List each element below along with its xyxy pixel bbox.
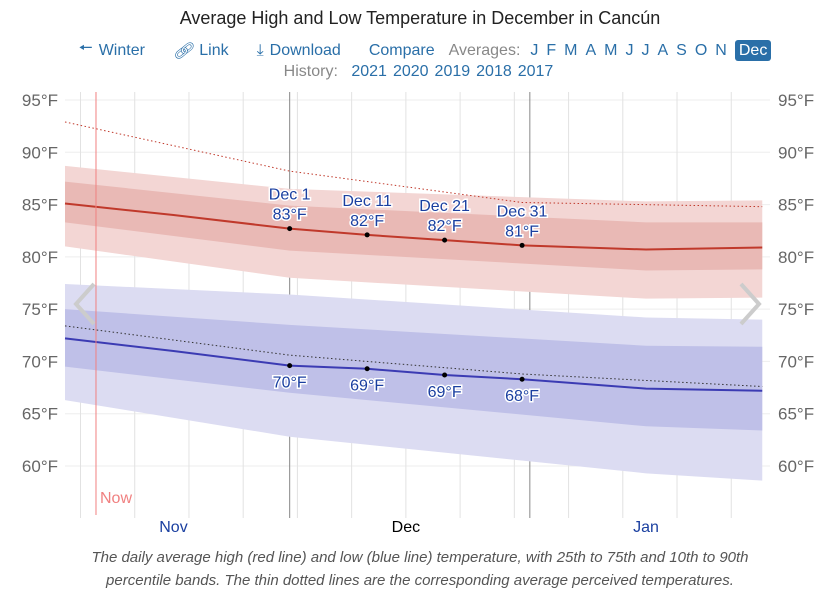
link-button[interactable]: 🔗︎ Link	[173, 41, 229, 61]
annotation-low-value: 69°F	[428, 384, 462, 401]
annotation-high-value: 82°F	[350, 213, 384, 230]
annotation-low-value: 68°F	[505, 388, 539, 405]
month-link-8[interactable]: A	[657, 41, 669, 59]
month-link-6[interactable]: J	[625, 41, 634, 59]
month-links: J F M A M J J A S O N Dec	[526, 39, 775, 61]
y-tick-label-left: 70°F	[22, 352, 58, 371]
download-button[interactable]: ⤓ Download	[257, 42, 341, 60]
x-month-label: Dec	[392, 519, 420, 536]
high-point	[364, 232, 370, 238]
annotation-low-value: 70°F	[273, 375, 307, 392]
month-link-7[interactable]: J	[641, 41, 650, 59]
low-line	[64, 337, 763, 392]
link-icon: 🔗︎	[172, 42, 194, 60]
download-label: Download	[269, 41, 341, 59]
y-tick-label-right: 85°F	[778, 196, 814, 215]
low-point	[364, 366, 370, 372]
y-tick-label-right: 60°F	[778, 457, 814, 476]
month-link-4[interactable]: A	[585, 41, 597, 59]
month-link-3[interactable]: M	[564, 41, 578, 59]
link-label: Link	[199, 41, 229, 59]
y-tick-label-left: 90°F	[22, 143, 58, 162]
chevron-left-icon[interactable]	[70, 280, 100, 328]
y-tick-label-left: 65°F	[22, 405, 58, 424]
page-title: Average High and Low Temperature in Dece…	[179, 8, 661, 28]
month-link-5[interactable]: M	[604, 41, 618, 59]
low-p25-p75-band	[65, 309, 763, 431]
history-year-2020[interactable]: 2020	[392, 63, 429, 80]
y-tick-label-right: 75°F	[778, 300, 814, 319]
low-point	[442, 372, 448, 378]
high-perceived-line	[64, 121, 763, 208]
x-month-label: Nov	[159, 519, 187, 536]
annotation-low-value: 69°F	[350, 378, 384, 395]
history-year-2021[interactable]: 2021	[351, 63, 387, 80]
temperature-chart: 60°F 60°F 65°F 65°F 70°F 70°F 75°F 75°F 80°F 80°F…	[22, 91, 814, 536]
low-point	[519, 376, 525, 382]
month-link-9[interactable]: S	[676, 41, 687, 59]
chart-nav: 🠔 Winter 🔗︎ Link ⤓ Download Compare Average…	[0, 37, 840, 64]
history-label: History:	[283, 63, 338, 80]
y-tick-label-right: 70°F	[778, 352, 814, 371]
caption-line-1: The daily average high (red line) and lo…	[91, 549, 749, 566]
y-tick-label-right: 95°F	[778, 91, 814, 110]
history-year-2019[interactable]: 2019	[434, 63, 471, 80]
annotation-date: Dec 11	[342, 193, 392, 210]
annotation-high-value: 81°F	[505, 223, 539, 240]
history-links: History: 2021 2020 2019 2018 2017	[0, 63, 840, 81]
winter-link[interactable]: 🠔 Winter	[79, 37, 145, 64]
chart-caption: The daily average high (red line) and lo…	[0, 546, 840, 592]
arrow-left-icon: 🠔	[78, 40, 93, 57]
caption-line-2: percentile bands. The thin dotted lines …	[106, 572, 734, 589]
now-label: Now	[100, 490, 132, 507]
download-icon: ⤓	[256, 41, 264, 59]
y-tick-label-left: 80°F	[22, 248, 58, 267]
annotation-high-value: 82°F	[428, 218, 462, 235]
annotation-date: Dec 21	[419, 198, 470, 215]
y-tick-label-left: 75°F	[22, 300, 58, 319]
y-tick-label-right: 80°F	[778, 248, 814, 267]
annotation-date: Dec 31	[497, 203, 548, 220]
annotation-high-value: 83°F	[273, 207, 307, 224]
averages-label: Averages:	[448, 41, 521, 59]
compare-button[interactable]: Compare	[368, 41, 435, 59]
low-perceived-line	[64, 325, 763, 388]
winter-label: Winter	[98, 41, 145, 59]
annotation-date: Dec 1	[269, 187, 311, 204]
y-tick-label-left: 95°F	[22, 91, 58, 110]
history-year-2018[interactable]: 2018	[476, 63, 512, 80]
month-link-10[interactable]: O	[694, 41, 708, 59]
x-month-label: Jan	[633, 519, 659, 536]
high-line	[64, 202, 763, 251]
month-link-1[interactable]: J	[530, 41, 539, 59]
y-tick-label-left: 85°F	[22, 196, 58, 215]
y-tick-label-right: 90°F	[778, 143, 814, 162]
chevron-right-icon[interactable]	[735, 280, 765, 328]
history-year-2017[interactable]: 2017	[517, 63, 554, 80]
high-point	[442, 237, 448, 243]
month-link-2[interactable]: F	[546, 41, 557, 59]
low-point	[287, 363, 293, 369]
high-point	[519, 242, 525, 248]
month-link-12[interactable]: Dec	[734, 39, 772, 61]
y-tick-label-left: 60°F	[22, 457, 58, 476]
high-point	[287, 226, 293, 232]
month-link-11[interactable]: N	[715, 41, 727, 59]
y-tick-label-right: 65°F	[778, 405, 814, 424]
